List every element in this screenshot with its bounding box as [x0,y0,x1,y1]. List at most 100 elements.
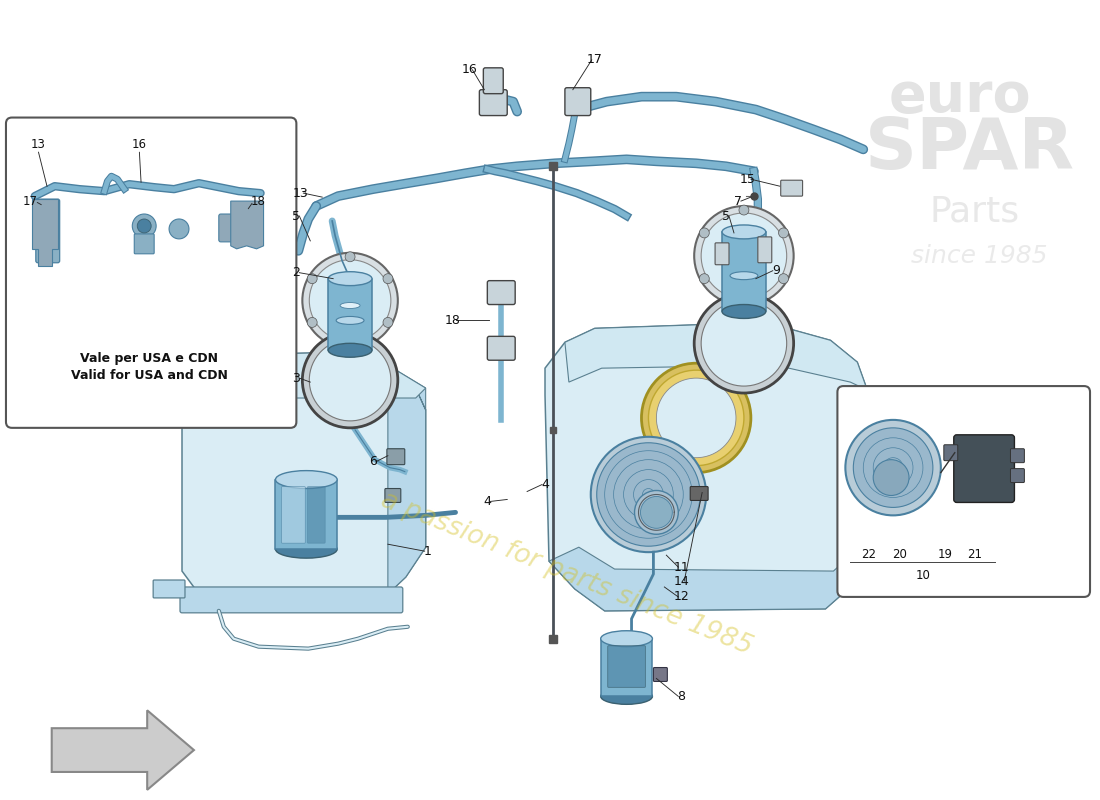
Circle shape [701,213,786,298]
Text: 17: 17 [22,194,37,207]
Circle shape [307,318,317,327]
Polygon shape [388,365,426,594]
Circle shape [383,318,393,327]
FancyBboxPatch shape [1011,449,1024,462]
Ellipse shape [328,343,372,358]
Text: SPAR: SPAR [865,115,1075,184]
FancyBboxPatch shape [307,486,326,543]
Ellipse shape [275,470,338,489]
Text: 12: 12 [673,590,689,603]
Circle shape [779,228,789,238]
Circle shape [701,301,786,386]
FancyBboxPatch shape [134,234,154,254]
FancyBboxPatch shape [944,445,958,461]
Circle shape [694,294,793,393]
Text: 7: 7 [734,194,742,207]
Circle shape [345,252,355,262]
Text: 1: 1 [424,545,431,558]
FancyBboxPatch shape [282,486,306,543]
Circle shape [657,378,736,458]
Text: 2: 2 [293,266,300,279]
Ellipse shape [722,225,766,239]
FancyBboxPatch shape [1011,469,1024,482]
Text: 15: 15 [740,173,756,186]
FancyBboxPatch shape [483,68,503,94]
Circle shape [854,428,933,507]
Circle shape [591,437,706,552]
FancyBboxPatch shape [480,90,507,115]
Text: 4: 4 [483,495,492,508]
Text: Vale per USA e CDN: Vale per USA e CDN [80,352,218,365]
FancyBboxPatch shape [758,237,772,262]
Text: a passion for parts since 1985: a passion for parts since 1985 [377,487,757,661]
Text: 18: 18 [444,314,461,327]
Circle shape [307,274,317,284]
Circle shape [309,339,390,421]
FancyBboxPatch shape [607,646,646,687]
Text: 5: 5 [722,210,730,222]
Polygon shape [32,199,57,266]
Circle shape [700,228,710,238]
Circle shape [309,260,390,342]
FancyBboxPatch shape [153,580,185,598]
Polygon shape [565,322,867,390]
Text: 5: 5 [293,210,300,222]
Text: 13: 13 [31,138,45,151]
Circle shape [640,497,672,528]
Circle shape [138,219,151,233]
FancyBboxPatch shape [487,336,515,360]
Circle shape [739,205,749,215]
FancyBboxPatch shape [781,180,803,196]
Polygon shape [544,322,870,611]
FancyBboxPatch shape [387,449,405,465]
FancyBboxPatch shape [653,667,668,682]
Polygon shape [549,547,870,611]
Text: 20: 20 [892,548,906,561]
Text: 19: 19 [937,548,953,561]
Circle shape [345,339,355,350]
Ellipse shape [722,305,766,318]
Text: 18: 18 [251,194,266,207]
Ellipse shape [328,272,372,286]
Circle shape [132,214,156,238]
Text: since 1985: since 1985 [912,244,1048,268]
Text: 16: 16 [462,63,477,76]
Text: 9: 9 [772,264,780,278]
Text: 13: 13 [293,186,308,200]
Polygon shape [52,710,194,790]
Circle shape [873,460,909,495]
FancyBboxPatch shape [715,243,729,265]
Ellipse shape [730,272,758,280]
Text: 8: 8 [678,690,685,703]
Ellipse shape [601,689,652,704]
Circle shape [641,363,751,473]
FancyBboxPatch shape [180,587,403,613]
Circle shape [694,206,793,306]
Circle shape [596,442,701,546]
Circle shape [700,274,710,284]
Circle shape [302,332,398,428]
FancyBboxPatch shape [565,88,591,115]
FancyBboxPatch shape [837,386,1090,597]
Text: 22: 22 [860,548,876,561]
Text: 21: 21 [967,548,982,561]
FancyBboxPatch shape [487,281,515,305]
Polygon shape [231,201,264,249]
Text: Parts: Parts [930,194,1020,228]
Text: 3: 3 [293,372,300,385]
Text: 14: 14 [673,574,689,587]
FancyBboxPatch shape [219,214,243,242]
FancyBboxPatch shape [690,486,708,501]
Ellipse shape [337,317,364,325]
FancyBboxPatch shape [385,489,400,502]
Circle shape [383,274,393,284]
Text: 17: 17 [586,54,603,66]
FancyBboxPatch shape [722,232,766,311]
FancyBboxPatch shape [6,118,296,428]
Text: Valid for USA and CDN: Valid for USA and CDN [70,369,228,382]
FancyBboxPatch shape [36,199,59,262]
Ellipse shape [601,630,652,646]
Polygon shape [199,352,426,398]
Circle shape [302,253,398,348]
Text: 10: 10 [915,569,931,582]
